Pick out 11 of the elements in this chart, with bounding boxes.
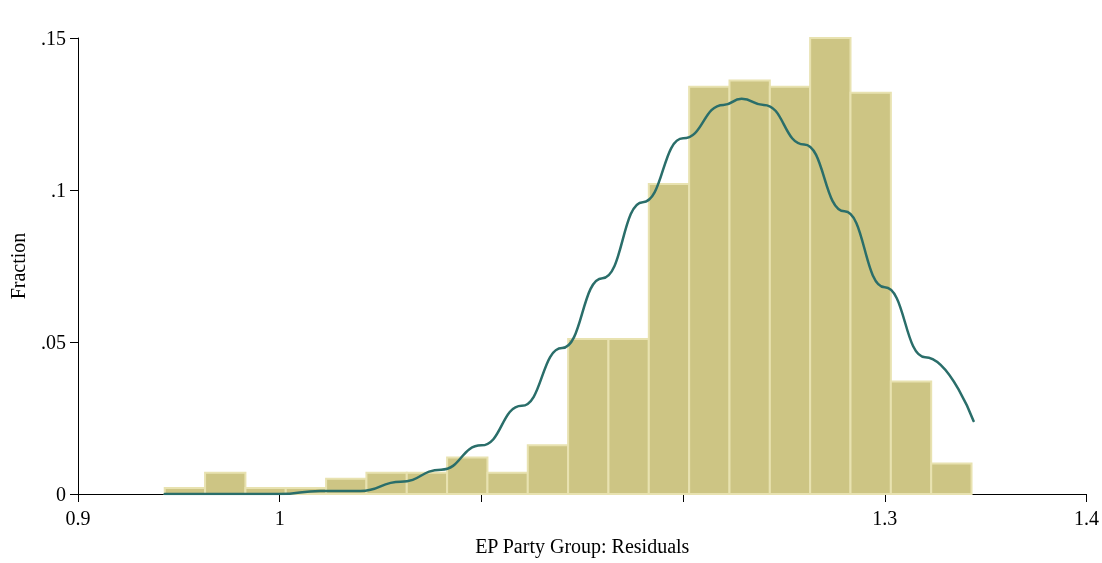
x-tick-label: 0.9 [65, 507, 91, 529]
x-tick-label: 1.4 [1074, 507, 1099, 529]
x-axis-title: EP Party Group: Residuals [475, 535, 690, 558]
line-series [163, 97, 975, 496]
y-tick-label: .15 [41, 27, 66, 49]
y-tick-label: 0 [56, 483, 66, 505]
x-tick-label: 1 [274, 507, 285, 529]
y-axis-title: Fraction [7, 232, 29, 300]
x-tick-label: 1.3 [872, 507, 898, 529]
y-tick-label: .1 [51, 179, 66, 201]
y-tick-label: .05 [41, 331, 66, 353]
